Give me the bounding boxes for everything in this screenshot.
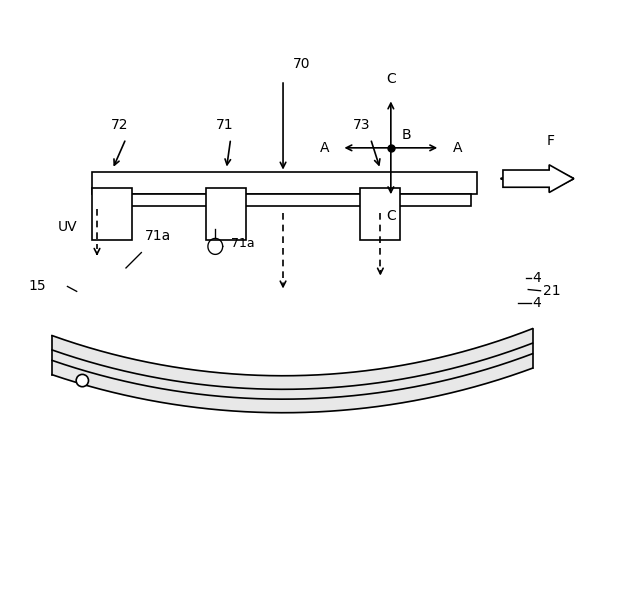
- Text: F: F: [547, 134, 555, 148]
- Text: 4: 4: [532, 296, 541, 310]
- FancyBboxPatch shape: [99, 194, 471, 206]
- Text: 72: 72: [111, 118, 129, 132]
- Text: 71: 71: [216, 118, 234, 132]
- FancyArrow shape: [503, 165, 574, 192]
- FancyBboxPatch shape: [206, 188, 246, 240]
- Text: UV: UV: [58, 220, 77, 234]
- Text: 71a: 71a: [145, 229, 171, 243]
- Polygon shape: [52, 328, 532, 413]
- FancyBboxPatch shape: [360, 188, 400, 240]
- Text: 4: 4: [532, 272, 541, 285]
- Text: 71a: 71a: [230, 237, 254, 250]
- Text: C: C: [386, 72, 396, 86]
- Text: A: A: [320, 141, 329, 155]
- Text: 70: 70: [292, 57, 310, 71]
- Text: 15: 15: [28, 280, 46, 293]
- Text: A: A: [452, 141, 462, 155]
- Text: B: B: [402, 128, 412, 142]
- FancyBboxPatch shape: [92, 172, 477, 194]
- FancyBboxPatch shape: [92, 188, 132, 240]
- Text: C: C: [386, 209, 396, 224]
- Text: 73: 73: [353, 118, 371, 132]
- Text: 21: 21: [543, 284, 561, 298]
- Circle shape: [76, 375, 88, 387]
